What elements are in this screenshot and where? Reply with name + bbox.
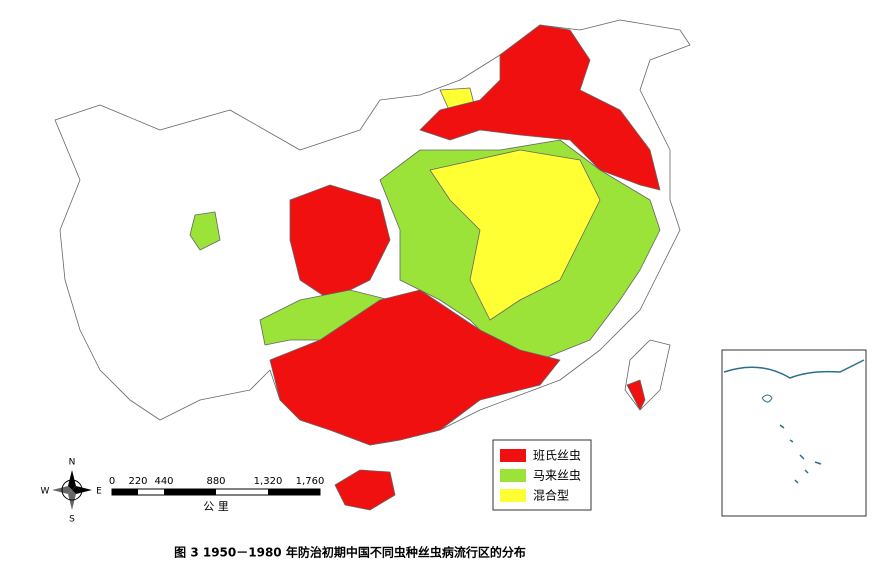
taiwan-red — [626, 379, 646, 411]
legend-label: 混合型 — [533, 488, 569, 503]
inset-coast — [723, 359, 865, 379]
legend: 班氏丝虫 马来丝虫 混合型 — [492, 439, 592, 511]
compass-ring — [61, 479, 83, 501]
inset-island — [761, 394, 773, 403]
scale-label: 440 — [154, 476, 173, 487]
scale-segment — [164, 489, 216, 495]
scale-segment — [112, 489, 138, 495]
brugia-region — [189, 211, 221, 251]
legend-swatch — [500, 489, 526, 502]
scale-unit: 公 里 — [203, 500, 229, 513]
bancroftian-region — [269, 289, 561, 446]
scale-label: 880 — [206, 476, 225, 487]
legend-label: 马来丝虫 — [533, 469, 581, 483]
inset-islands — [779, 424, 822, 484]
scale-label: 0 — [109, 476, 115, 487]
scale-label: 220 — [128, 476, 147, 487]
scale-label: 1,320 — [254, 476, 283, 487]
bancroftian-region — [419, 24, 661, 191]
legend-swatch — [500, 449, 526, 462]
inset-map — [721, 349, 867, 517]
scale-segment — [268, 489, 320, 495]
bancroftian-region — [289, 184, 391, 301]
caption: 图 3 1950－1980 年防治初期中国不同虫种丝虫病流行区的分布 — [174, 545, 526, 560]
compass: N E S W — [41, 458, 103, 525]
scale-bar: 0 220 440 880 1,320 1,760 公 里 — [109, 476, 325, 513]
scale-label: 1,760 — [296, 476, 325, 487]
mixed-region — [429, 149, 601, 321]
compass-s: S — [69, 515, 75, 525]
hainan — [334, 469, 396, 511]
compass-e: E — [96, 487, 102, 497]
compass-n: N — [69, 458, 76, 468]
legend-label: 班氏丝虫 — [533, 449, 581, 463]
inset-frame — [721, 349, 867, 517]
compass-w: W — [41, 487, 50, 497]
legend-swatch — [500, 469, 526, 482]
